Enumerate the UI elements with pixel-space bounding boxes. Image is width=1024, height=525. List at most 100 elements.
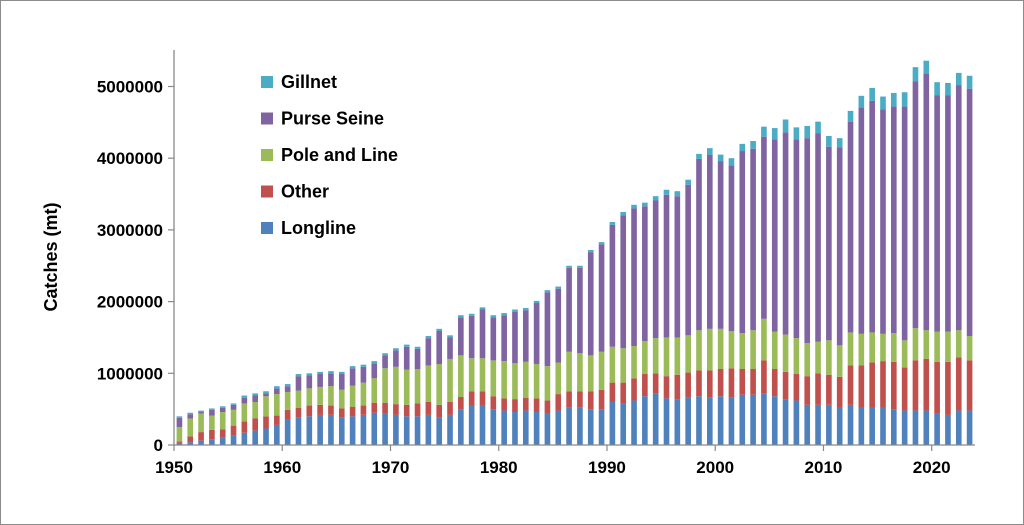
bar-segment-longline-1997	[685, 397, 691, 445]
bar-segment-gillnet-1987	[577, 265, 583, 268]
bar-segment-gillnet-1977	[468, 313, 475, 316]
bar-segment-other-1968	[371, 402, 378, 413]
bar-segment-purse-seine-1992	[631, 208, 637, 347]
bar-segment-pole-and-line-1955	[230, 409, 237, 426]
bar-segment-purse-seine-1989	[598, 244, 605, 352]
bar-segment-pole-and-line-1987	[577, 353, 583, 392]
bar-segment-pole-and-line-2019	[923, 330, 930, 359]
bar-segment-purse-seine-1953	[209, 409, 215, 416]
bar-segment-purse-seine-1958	[263, 393, 269, 397]
bar-segment-longline-1984	[544, 413, 551, 445]
bar-segment-gillnet-2009	[815, 121, 821, 134]
bar-segment-longline-1957	[252, 430, 258, 445]
bar-segment-gillnet-1955	[230, 403, 237, 405]
bar-segment-pole-and-line-1978	[479, 358, 486, 392]
bar-segment-purse-seine-2002	[739, 151, 746, 334]
bar-segment-purse-seine-1981	[512, 311, 518, 364]
bar-segment-pole-and-line-1957	[252, 401, 258, 419]
x-tick-label: 2020	[913, 458, 951, 477]
bar-segment-other-1988	[587, 391, 594, 410]
bar-segment-other-1986	[566, 391, 572, 408]
bar-segment-other-1982	[522, 397, 529, 411]
bar-segment-gillnet-2023	[966, 75, 973, 89]
bar-segment-other-2023	[966, 360, 973, 411]
bar-segment-purse-seine-1970	[393, 350, 399, 367]
bar-segment-pole-and-line-1985	[555, 362, 562, 395]
bar-segment-other-2013	[858, 365, 865, 407]
bar-segment-longline-1969	[382, 413, 388, 445]
bar-segment-gillnet-1961	[295, 374, 302, 377]
bar-segment-longline-2006	[782, 399, 789, 445]
bar-segment-longline-1952	[198, 440, 204, 445]
bar-segment-other-1963	[317, 404, 323, 415]
bar-segment-gillnet-1981	[512, 309, 518, 312]
bar-segment-gillnet-1959	[274, 386, 280, 389]
bar-segment-other-1973	[425, 401, 432, 415]
x-tick-label: 1990	[588, 458, 626, 477]
bar-segment-other-1991	[620, 382, 627, 404]
bar-segment-purse-seine-1966	[349, 368, 356, 386]
bar-segment-longline-2023	[966, 410, 973, 445]
bar-segment-pole-and-line-1965	[338, 389, 345, 409]
bar-segment-purse-seine-2022	[955, 85, 962, 331]
y-tick-label: 3000000	[97, 221, 163, 240]
bar-segment-other-1992	[631, 378, 637, 401]
bar-segment-pole-and-line-2010	[826, 340, 832, 375]
bars-layer	[176, 60, 973, 445]
bar-segment-purse-seine-2007	[793, 139, 800, 339]
bar-segment-longline-1998	[696, 396, 702, 445]
bar-segment-other-1969	[382, 402, 388, 414]
bar-segment-other-2003	[750, 369, 756, 395]
bar-segment-other-2017	[901, 367, 908, 411]
bar-segment-gillnet-2013	[858, 95, 865, 108]
bar-segment-longline-2001	[728, 397, 735, 445]
bar-segment-pole-and-line-2017	[901, 340, 908, 368]
bar-segment-longline-1958	[263, 428, 269, 445]
bar-segment-other-1971	[403, 404, 410, 417]
legend-label-gillnet: Gillnet	[281, 72, 337, 92]
bar-segment-longline-1989	[598, 409, 605, 445]
bar-segment-purse-seine-1990	[609, 224, 616, 347]
bar-segment-other-1985	[555, 394, 562, 411]
bar-segment-gillnet-1999	[706, 148, 713, 155]
bar-segment-gillnet-1971	[403, 344, 410, 347]
bar-segment-purse-seine-1971	[403, 346, 410, 370]
bar-segment-purse-seine-1964	[328, 373, 334, 387]
bar-segment-gillnet-1994	[652, 196, 659, 201]
y-tick-label: 0	[154, 436, 163, 455]
bar-segment-purse-seine-2008	[804, 138, 811, 344]
bar-segment-pole-and-line-2016	[891, 333, 897, 362]
bar-segment-pole-and-line-2015	[880, 333, 886, 362]
bar-segment-purse-seine-1998	[696, 158, 702, 331]
bar-segment-gillnet-1986	[566, 265, 572, 268]
bar-segment-purse-seine-1984	[544, 292, 551, 367]
bar-segment-other-1997	[685, 372, 691, 398]
bar-segment-other-1956	[241, 421, 248, 433]
bar-segment-gillnet-1970	[393, 348, 399, 351]
bar-segment-longline-2021	[945, 414, 951, 445]
bar-segment-longline-2022	[955, 410, 962, 445]
bar-segment-pole-and-line-2014	[869, 332, 875, 363]
bar-segment-other-2011	[836, 376, 843, 407]
bar-segment-gillnet-2008	[804, 125, 811, 139]
bar-segment-other-1954	[219, 429, 226, 438]
bar-segment-pole-and-line-1974	[436, 363, 443, 405]
bar-segment-pole-and-line-2020	[934, 331, 940, 362]
bar-segment-pole-and-line-2008	[804, 343, 811, 377]
bar-segment-longline-2018	[912, 410, 919, 445]
bar-segment-gillnet-2017	[901, 92, 908, 107]
bar-segment-purse-seine-1972	[414, 348, 421, 369]
bar-segment-pole-and-line-1954	[219, 412, 226, 430]
bar-segment-pole-and-line-1984	[544, 366, 551, 401]
bar-segment-purse-seine-1965	[338, 374, 345, 390]
bar-segment-gillnet-1966	[349, 366, 356, 369]
bar-segment-purse-seine-2012	[847, 121, 854, 333]
bar-segment-gillnet-1993	[642, 202, 648, 207]
bar-segment-gillnet-2011	[836, 138, 843, 148]
bar-segment-purse-seine-1980	[501, 315, 507, 362]
bar-segment-other-1953	[209, 429, 215, 440]
bar-segment-gillnet-1980	[501, 313, 507, 316]
x-tick-label: 2000	[696, 458, 734, 477]
bar-segment-purse-seine-1997	[685, 184, 691, 336]
legend-swatch-pole-and-line	[261, 149, 273, 161]
